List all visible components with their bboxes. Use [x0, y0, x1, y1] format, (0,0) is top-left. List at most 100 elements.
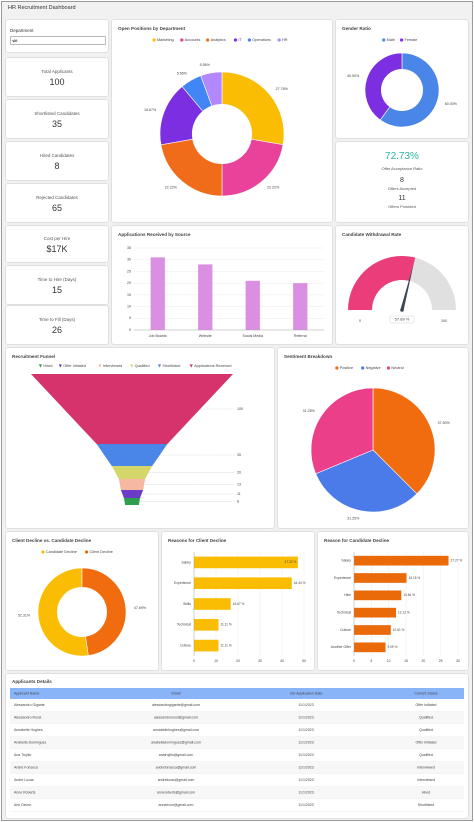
table-cell: Ann Devon — [14, 803, 31, 807]
offers-accepted-label: Offers Accepted — [387, 186, 417, 191]
bar — [354, 555, 449, 566]
table-cell: 11/1/2023 — [298, 791, 313, 795]
kpi-value: 65 — [51, 203, 62, 213]
funnel-value: 11 — [237, 492, 241, 496]
kpi-label: Cost per Hire — [43, 236, 71, 242]
legend-swatch — [206, 38, 210, 42]
kpi-card: Cost per Hire $17K — [6, 226, 108, 262]
kpi-card: Shortlisted Candidates 35 — [6, 100, 108, 138]
kpi-card: Time to Hire (Days) 15 — [6, 266, 108, 304]
table-cell: Hired — [422, 791, 430, 795]
legend-swatch — [247, 38, 252, 42]
legend-swatch — [41, 550, 45, 554]
kpi-value: 15 — [51, 285, 62, 295]
filter-label: Department — [10, 28, 34, 33]
table-cell: Andre Lucas — [14, 778, 34, 782]
legend-label: IT — [238, 38, 242, 42]
legend-label: Negative — [366, 366, 381, 370]
gauge-tick-label: 100 — [441, 319, 447, 323]
funnel-value: 20 — [237, 470, 241, 474]
slice-label: 5.56% — [177, 71, 188, 75]
offer-card: 72.73% Offer Acceptance Ratio 8 Offers Acce… — [336, 142, 468, 222]
x-tick-label: 20 — [236, 659, 240, 663]
x-tick-label: 40 — [280, 659, 284, 663]
funnel-stage — [120, 490, 144, 498]
chart-title: Reason for Candidate Decline — [324, 538, 390, 543]
value-label: 9.09 % — [388, 645, 398, 649]
bar — [354, 607, 397, 618]
chart-card: Open Positions by Department Marketing Acc… — [112, 20, 332, 222]
slice — [310, 387, 374, 475]
table-cell: 11/1/2023 — [298, 741, 313, 745]
legend-swatch — [84, 550, 89, 554]
chart-card: Reasons for Client Decline 0 10 20 30 40 50 Sal… — [162, 532, 314, 670]
bar — [354, 642, 386, 653]
kpi-card: Time to Fill (Days) 26 — [6, 306, 108, 344]
chart-canvas: Open Positions by Department Marketing Acc… — [118, 26, 289, 197]
slice — [364, 52, 403, 121]
kpi-value: $17K — [46, 244, 68, 254]
funnel-stage — [123, 498, 141, 505]
y-tick-label: Culture — [180, 643, 191, 647]
y-tick-label: 35 — [127, 246, 131, 250]
y-tick-label: Experience — [174, 581, 191, 585]
filter-card: Department All — [6, 20, 108, 52]
bar — [150, 257, 165, 330]
table-row — [10, 749, 464, 762]
gauge-label: 57.89 % — [395, 317, 410, 322]
legend-label: Client Decline — [89, 550, 112, 554]
bar — [194, 556, 298, 569]
slice — [315, 449, 418, 513]
y-tick-label: Hike — [344, 593, 351, 597]
x-tick-label: 5 — [370, 659, 372, 663]
table-cell: Anne Roberts — [14, 791, 36, 795]
legend-label: Marketing — [157, 38, 174, 42]
table-cell: anndevon@gmail.com — [159, 803, 194, 807]
y-tick-label: 0 — [129, 328, 131, 332]
funnel-stage — [96, 444, 168, 466]
legend-label: Applications Received — [194, 364, 231, 368]
table-cell: 11/1/2023 — [298, 753, 313, 757]
legend-swatch — [400, 38, 404, 42]
table-cell: Anabella Dominguez — [14, 741, 47, 745]
legend-swatch — [277, 38, 281, 42]
table-cell: anabelladominguez@gmail.com — [151, 741, 201, 745]
table-cell: 11/1/2023 — [298, 728, 313, 732]
bar — [354, 625, 391, 635]
legend-label: Neutral — [391, 366, 403, 370]
funnel-value: 100 — [237, 407, 243, 411]
table-cell: Alessandro Gigante — [14, 703, 45, 707]
legend-label: Hired — [43, 364, 52, 368]
value-label: 16.67 % — [233, 602, 245, 606]
slice-label: 22.22% — [165, 186, 178, 190]
table-cell: Shortlisted — [418, 803, 435, 807]
offer-ratio: 72.73% — [385, 151, 419, 162]
table-row — [10, 799, 464, 812]
kpi-label: Rejected Candidates — [36, 194, 78, 200]
y-tick-label: Experience — [334, 576, 351, 580]
kpi-label: Time to Fill (Days) — [38, 316, 76, 322]
table-cell: Interviewed — [417, 766, 435, 770]
chart-card: Candidate Withdrawal Rate 57.89 % 0 100 — [336, 226, 468, 344]
y-tick-label: Another Offer — [331, 645, 352, 649]
table-cell: Ana Trujillo — [14, 753, 31, 757]
funnel-value: 8 — [237, 499, 239, 503]
kpi-label: Total Applicants — [41, 68, 73, 74]
value-label: 15.15 % — [409, 576, 421, 580]
legend-swatch — [382, 38, 386, 42]
offer-ratio-label: Offer Acceptance Ratio — [381, 166, 423, 171]
table-cell: 11/1/2023 — [298, 803, 313, 807]
chart-canvas: Gender Ratio Male Female 60.00% 40.00% — [342, 26, 458, 128]
chart-card: Applications Received by Source 0 5 10 15 20 2… — [112, 226, 332, 344]
legend-label: Offer Initiated — [63, 364, 86, 368]
column-header: Job Application Date — [290, 691, 323, 695]
table-cell: 11/1/2023 — [298, 703, 313, 707]
value-label: 10.61 % — [393, 628, 405, 632]
filter-select[interactable]: All — [10, 36, 106, 45]
legend-label: Positive — [340, 366, 353, 370]
slice-label: 16.67% — [144, 108, 157, 112]
offers-accepted: 8 — [400, 177, 404, 184]
slice — [221, 71, 285, 146]
legend-swatch — [335, 366, 339, 370]
